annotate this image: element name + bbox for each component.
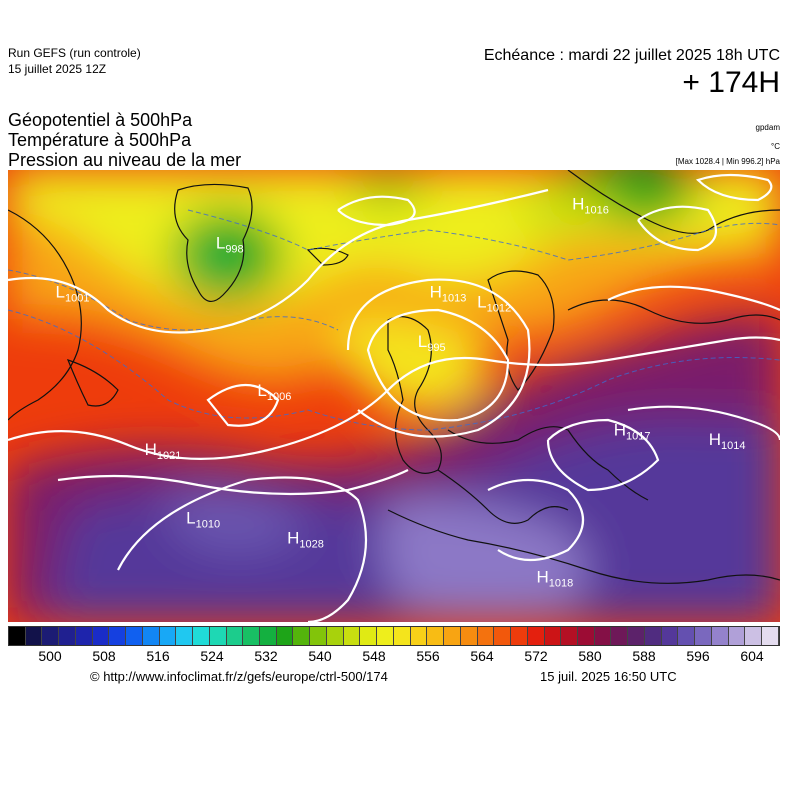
colorbar-swatch — [628, 627, 645, 645]
colorbar-tick-label: 604 — [740, 648, 764, 664]
colorbar-swatch — [159, 627, 177, 645]
colorbar-swatch — [92, 627, 110, 645]
low-pressure-label: L1006 — [257, 381, 291, 403]
colorbar-tick-label: 508 — [92, 648, 116, 664]
colorbar — [8, 626, 780, 646]
colorbar-swatch — [326, 627, 344, 645]
unit-celsius: °C — [771, 142, 780, 151]
title-temperature: Température à 500hPa — [8, 130, 192, 150]
colorbar-labels: 500 508 516 524 532 540 548 556 564 572 580 588 596 6… — [8, 648, 780, 666]
colorbar-swatch — [511, 627, 528, 645]
colorbar-swatch — [393, 627, 411, 645]
colorbar-swatch — [142, 627, 160, 645]
colorbar-swatch — [310, 627, 327, 645]
forecast-lead-time: + 174H — [682, 66, 780, 99]
pressure-min-max: [Max 1028.4 | Min 996.2] hPa — [675, 157, 780, 166]
colorbar-swatch — [661, 627, 679, 645]
colorbar-tick-label: 556 — [416, 648, 440, 664]
colorbar-swatch — [577, 627, 595, 645]
colorbar-swatch — [494, 627, 512, 645]
high-pressure-label: H1017 — [614, 420, 651, 442]
title-pressure: Pression au niveau de la mer — [8, 150, 242, 170]
geopotential-field — [8, 170, 780, 622]
colorbar-swatch — [544, 627, 562, 645]
colorbar-tick-label: 524 — [200, 648, 224, 664]
colorbar-swatch — [9, 627, 26, 645]
colorbar-swatch — [410, 627, 428, 645]
colorbar-swatch — [594, 627, 612, 645]
colorbar-tick-label: 532 — [254, 648, 278, 664]
colorbar-swatch — [343, 627, 361, 645]
unit-gpdam: gpdam — [755, 123, 780, 132]
colorbar-swatch — [460, 627, 478, 645]
colorbar-swatch — [176, 627, 194, 645]
colorbar-tick-label: 588 — [632, 648, 656, 664]
colorbar-swatch — [226, 627, 244, 645]
colorbar-swatch — [745, 627, 763, 645]
colorbar-swatch — [276, 627, 294, 645]
colorbar-tick-label: 564 — [470, 648, 494, 664]
coastlines — [8, 170, 780, 584]
temperature-contours — [8, 209, 780, 431]
colorbar-tick-label: 548 — [362, 648, 386, 664]
colorbar-swatch — [762, 627, 779, 645]
colorbar-swatch — [678, 627, 696, 645]
colorbar-swatch — [126, 627, 143, 645]
colorbar-swatch — [644, 627, 662, 645]
colorbar-swatch — [444, 627, 461, 645]
isobars — [8, 173, 780, 622]
generation-timestamp: 15 juil. 2025 16:50 UTC — [540, 669, 677, 684]
colorbar-swatch — [527, 627, 545, 645]
colorbar-swatch — [209, 627, 227, 645]
forecast-valid-time: Echéance : mardi 22 juillet 2025 18h UTC — [483, 47, 780, 64]
run-title: Run GEFS (run controle) — [8, 46, 141, 60]
colorbar-swatch — [293, 627, 311, 645]
colorbar-tick-label: 500 — [38, 648, 62, 664]
colorbar-swatch — [377, 627, 394, 645]
colorbar-swatch — [75, 627, 93, 645]
weather-map: L1001 L998 L1006 H1021 L1010 H1028 H1013 L995 L1… — [8, 170, 780, 622]
colorbar-tick-label: 572 — [524, 648, 548, 664]
colorbar-tick-label: 540 — [308, 648, 332, 664]
colorbar-swatch — [59, 627, 76, 645]
colorbar-swatch — [477, 627, 495, 645]
colorbar-swatch — [193, 627, 210, 645]
colorbar-swatch — [25, 627, 43, 645]
colorbar-swatch — [109, 627, 127, 645]
pressure-centers: L1001L998L1006H1021L1010H1028H1013L995L1… — [56, 194, 746, 589]
title-geopotential: Géopotentiel à 500hPa — [8, 110, 193, 130]
colorbar-swatch — [711, 627, 729, 645]
colorbar-swatch — [42, 627, 60, 645]
colorbar-tick-label: 516 — [146, 648, 170, 664]
colorbar-swatch — [695, 627, 712, 645]
credit-link[interactable]: © http://www.infoclimat.fr/z/gefs/europe… — [90, 669, 388, 684]
colorbar-swatch — [561, 627, 578, 645]
colorbar-swatch — [260, 627, 277, 645]
run-date: 15 juillet 2025 12Z — [8, 62, 107, 76]
colorbar-tick-label: 580 — [578, 648, 602, 664]
colorbar-tick-label: 596 — [686, 648, 710, 664]
colorbar-swatch — [611, 627, 629, 645]
colorbar-swatch — [360, 627, 378, 645]
colorbar-swatch — [427, 627, 445, 645]
colorbar-swatch — [243, 627, 261, 645]
colorbar-swatch — [728, 627, 746, 645]
